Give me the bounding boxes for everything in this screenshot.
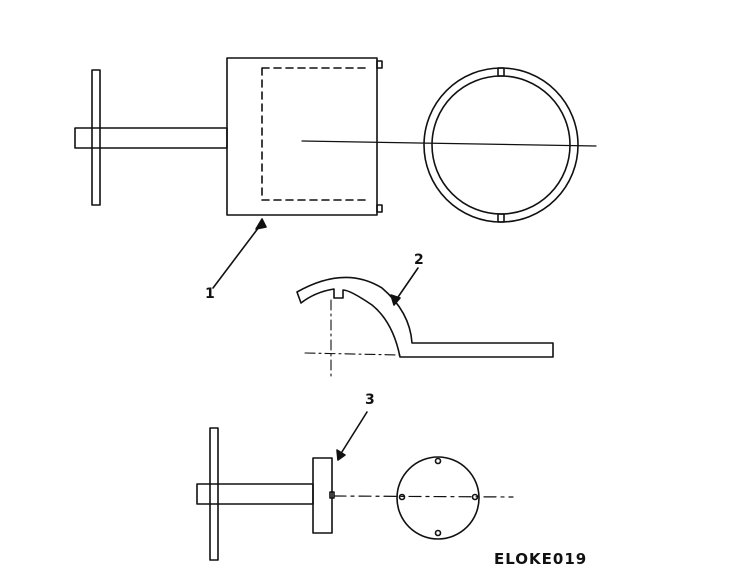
ring-notch-bottom xyxy=(497,213,505,223)
t-handle-crossbar-1 xyxy=(91,69,101,206)
leader-1 xyxy=(212,218,267,289)
cup-inner-hidden-line xyxy=(261,67,371,201)
cup-pin-bottom xyxy=(376,204,383,213)
disc-body-3 xyxy=(312,457,333,534)
spanner-wrench xyxy=(296,276,554,381)
disc-face xyxy=(396,456,480,540)
centerline-3 xyxy=(333,495,514,498)
centerline-1 xyxy=(301,140,597,147)
disc-pin-bottom xyxy=(434,529,442,537)
t-handle-crossbar-3 xyxy=(209,427,219,561)
callout-1: 1 xyxy=(205,286,215,302)
t-handle-shaft-3 xyxy=(196,483,314,505)
callout-3: 3 xyxy=(365,392,375,408)
tool-1-side-view xyxy=(74,57,597,216)
leader-2 xyxy=(390,267,419,306)
tool-1-end-view xyxy=(423,67,579,223)
wrench-centerline-h xyxy=(304,352,401,356)
t-handle-shaft-1 xyxy=(74,127,228,149)
cup-pin-top xyxy=(376,60,383,69)
tool-3-end-view xyxy=(396,456,480,540)
leader-3 xyxy=(336,411,368,461)
figure-code: ELOKE019 xyxy=(494,550,587,568)
disc-pin-top xyxy=(434,457,442,465)
disc-pin-3 xyxy=(329,491,335,499)
callout-2: 2 xyxy=(414,252,424,268)
tool-3-side-view xyxy=(196,427,514,561)
disc-pin-right xyxy=(471,493,479,501)
cup-body-1 xyxy=(226,57,378,216)
disc-pin-left xyxy=(398,493,406,501)
ring-notch-top xyxy=(497,67,505,77)
wrench-outline xyxy=(296,276,554,358)
